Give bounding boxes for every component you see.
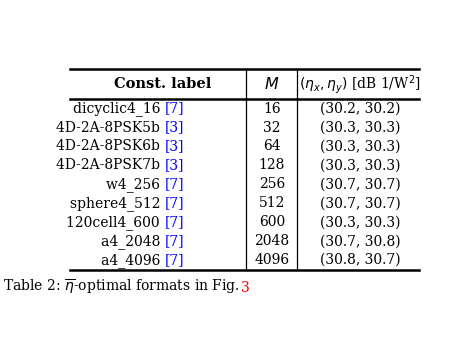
- Text: (30.3, 30.3): (30.3, 30.3): [320, 121, 400, 135]
- Text: 3: 3: [241, 281, 250, 295]
- Text: (30.3, 30.3): (30.3, 30.3): [320, 159, 400, 172]
- Text: 64: 64: [263, 140, 281, 153]
- Text: Table 2: $\overline{\eta}$-optimal formats in Fig.: Table 2: $\overline{\eta}$-optimal forma…: [3, 278, 241, 297]
- Text: [3]: [3]: [164, 159, 184, 172]
- Text: 600: 600: [258, 215, 285, 229]
- Text: 4096: 4096: [254, 253, 290, 267]
- Text: [7]: [7]: [164, 253, 184, 267]
- Text: 120cell4_600: 120cell4_600: [66, 215, 164, 230]
- Text: [3]: [3]: [164, 140, 184, 153]
- Text: 256: 256: [258, 177, 285, 191]
- Text: 512: 512: [258, 196, 285, 210]
- Text: w4_256: w4_256: [106, 177, 164, 192]
- Text: $(\eta_x, \eta_y)$ [dB 1/W$^2$]: $(\eta_x, \eta_y)$ [dB 1/W$^2$]: [299, 73, 421, 96]
- Text: 128: 128: [258, 159, 285, 172]
- Text: (30.3, 30.3): (30.3, 30.3): [320, 140, 400, 153]
- Text: [7]: [7]: [164, 177, 184, 191]
- Text: 4D-2A-8PSK5b: 4D-2A-8PSK5b: [56, 121, 164, 135]
- Text: [7]: [7]: [164, 215, 184, 229]
- Text: [3]: [3]: [164, 121, 184, 135]
- Text: [7]: [7]: [164, 196, 184, 210]
- Text: 2048: 2048: [254, 234, 290, 248]
- Text: sphere4_512: sphere4_512: [70, 196, 164, 211]
- Text: a4_4096: a4_4096: [101, 253, 164, 268]
- Text: [7]: [7]: [164, 234, 184, 248]
- Text: (30.7, 30.7): (30.7, 30.7): [320, 177, 400, 191]
- Text: 4D-2A-8PSK6b: 4D-2A-8PSK6b: [56, 140, 164, 153]
- Text: $M$: $M$: [264, 76, 280, 93]
- Text: [7]: [7]: [164, 102, 184, 116]
- Text: dicyclic4_16: dicyclic4_16: [72, 101, 164, 116]
- Text: (30.2, 30.2): (30.2, 30.2): [320, 102, 400, 116]
- Text: 4D-2A-8PSK7b: 4D-2A-8PSK7b: [56, 159, 164, 172]
- Text: 16: 16: [263, 102, 281, 116]
- Text: Const. label: Const. label: [114, 77, 211, 91]
- Text: (30.3, 30.3): (30.3, 30.3): [320, 215, 400, 229]
- Text: a4_2048: a4_2048: [101, 234, 164, 249]
- Text: 32: 32: [263, 121, 281, 135]
- Text: (30.7, 30.7): (30.7, 30.7): [320, 196, 400, 210]
- Text: (30.7, 30.8): (30.7, 30.8): [320, 234, 400, 248]
- Text: (30.8, 30.7): (30.8, 30.7): [320, 253, 400, 267]
